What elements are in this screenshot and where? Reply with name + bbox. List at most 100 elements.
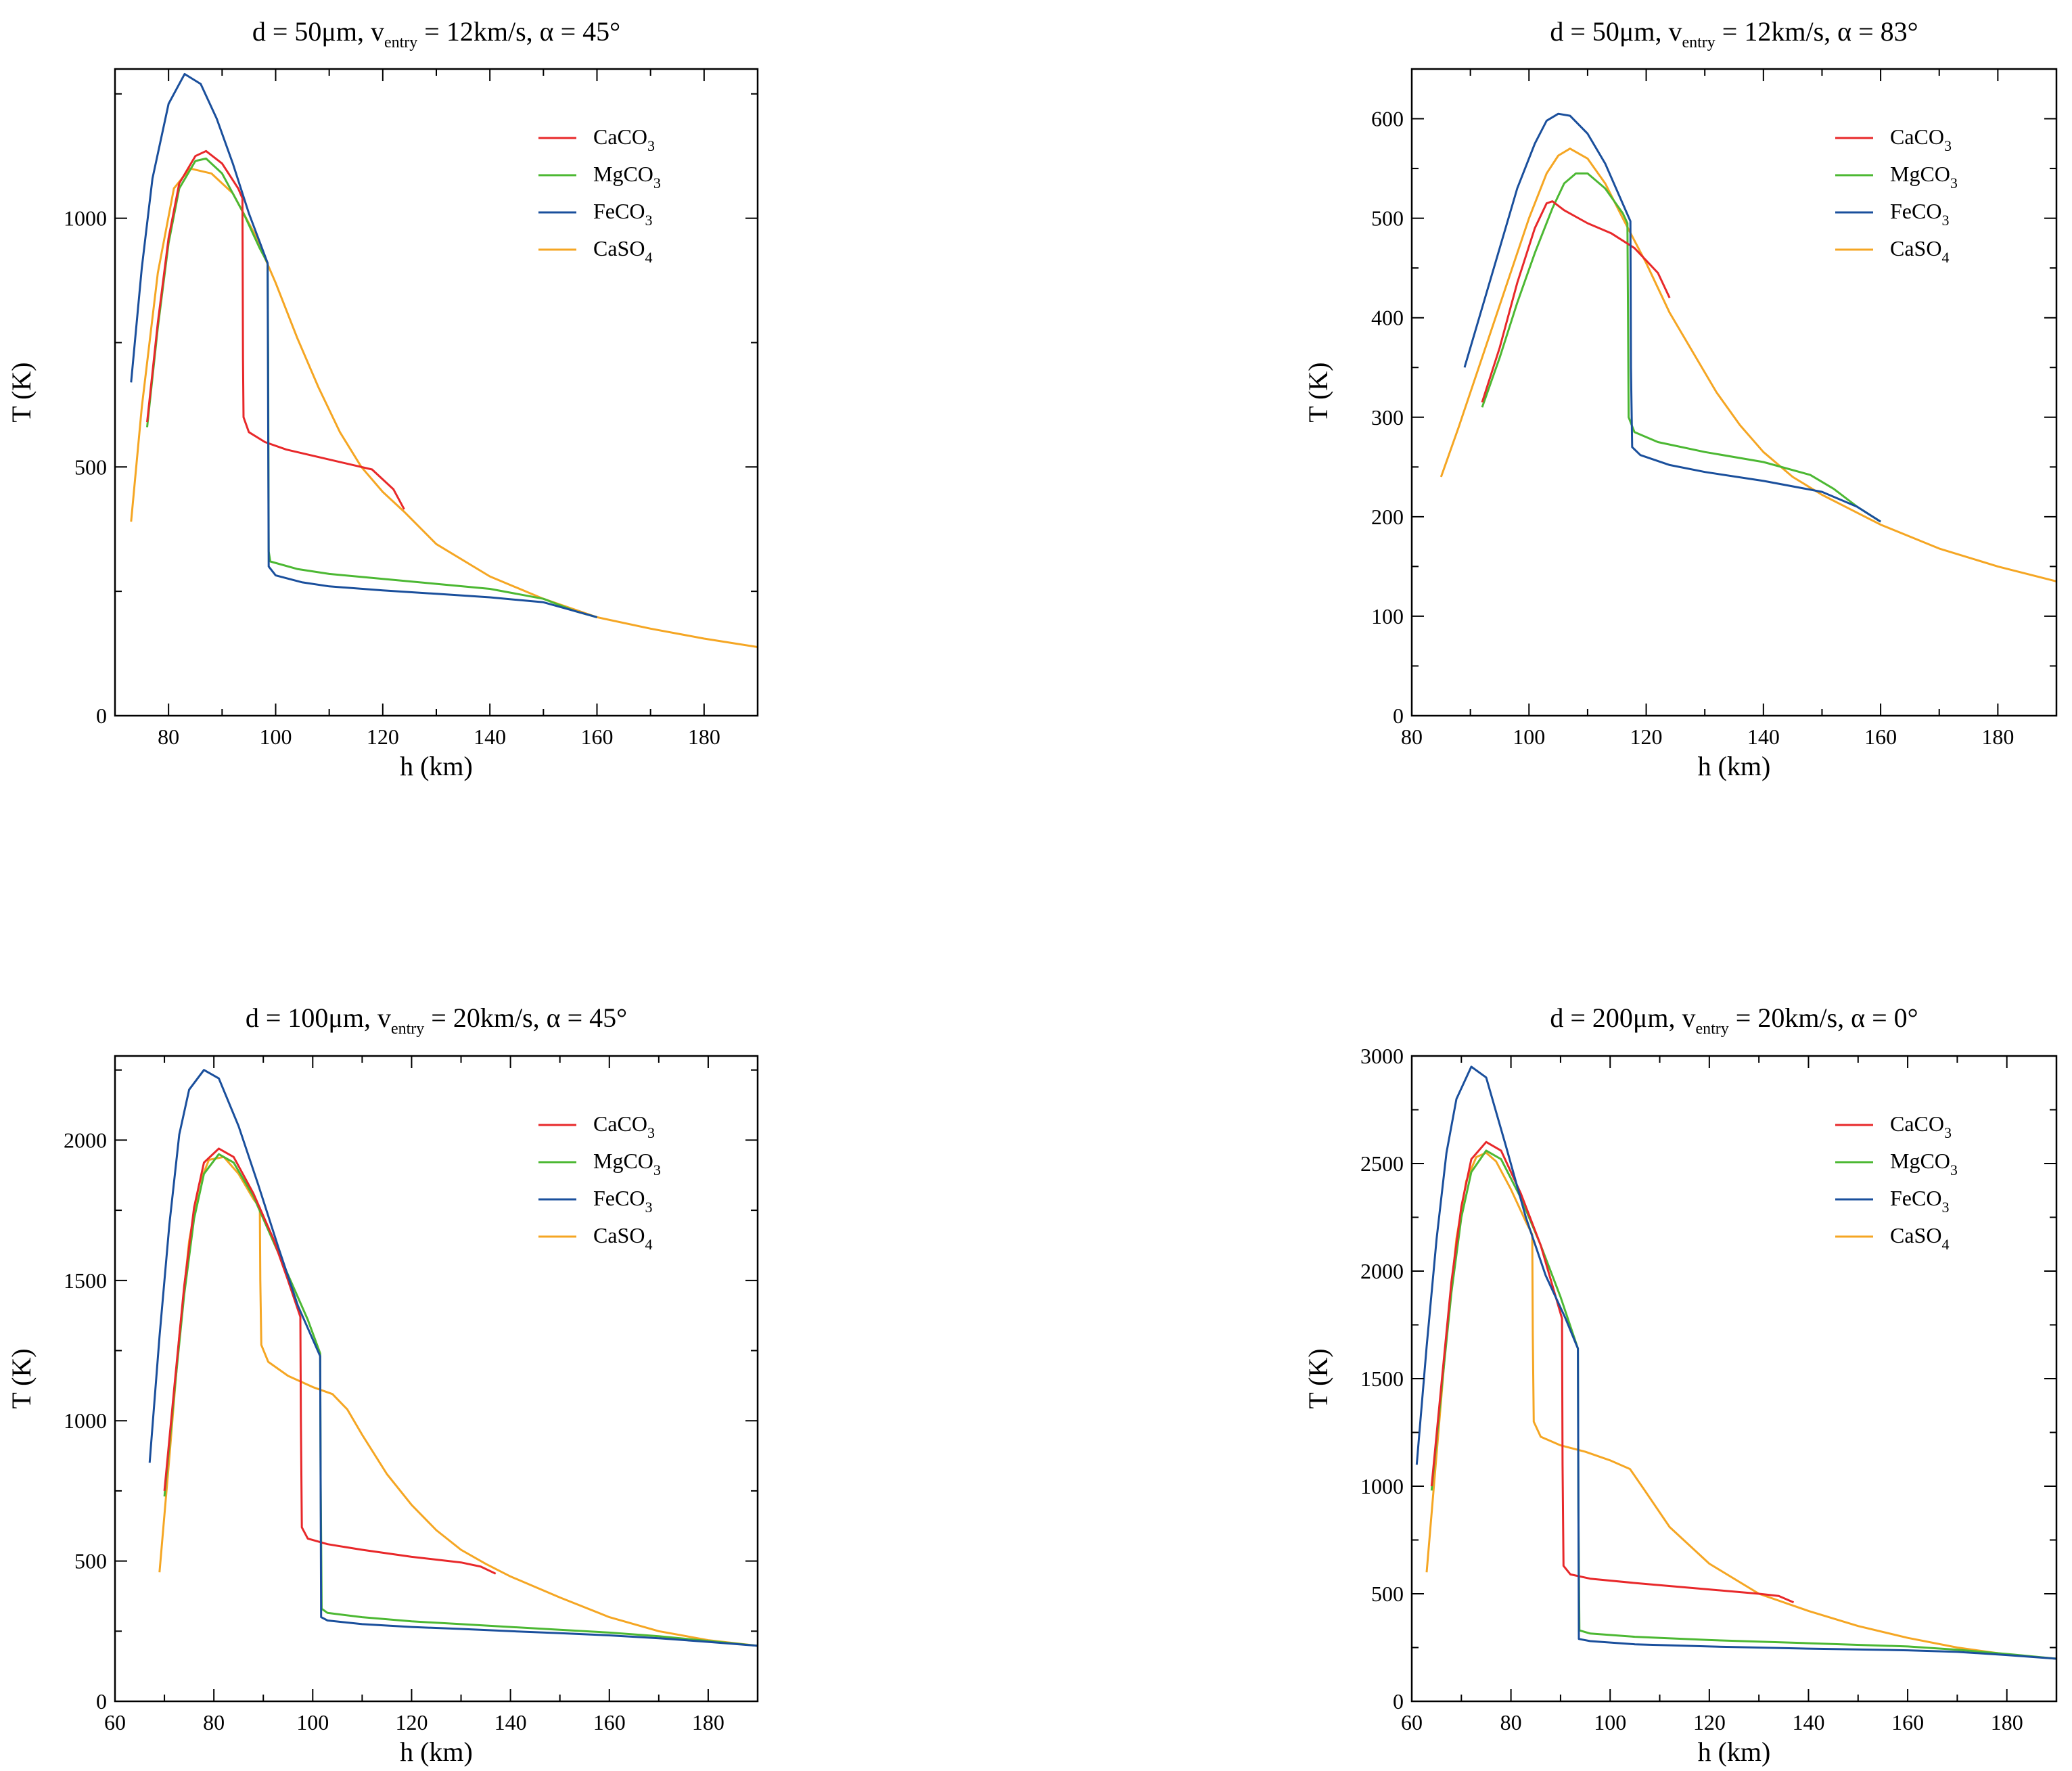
legend-label-CaSO4: CaSO4 [1890,1223,1949,1253]
series-line-CaCO3 [1430,1141,1795,1604]
legend-label-CaSO4: CaSO4 [1890,236,1949,266]
legend-label-MgCO3: MgCO3 [593,1149,661,1178]
x-tick-label: 160 [1864,724,1897,749]
x-tick-label: 60 [1401,1710,1423,1734]
y-tick-label: 0 [1393,704,1404,728]
legend-label-FeCO3: FeCO3 [593,1186,652,1216]
x-axis-label: h (km) [400,1736,473,1767]
y-tick-label: 200 [1371,505,1404,529]
series-line-CaSO4 [1425,1151,2056,1660]
chart-title: d = 50μm, ventry = 12km/s, α = 83° [1550,16,1918,51]
series-group [148,1069,758,1647]
series-line-FeCO3 [130,72,597,618]
legend-label-FeCO3: FeCO3 [1890,199,1949,229]
y-tick-label: 1000 [1360,1474,1404,1498]
series-line-CaSO4 [130,167,758,648]
y-tick-label: 100 [1371,604,1404,628]
series-line-FeCO3 [1463,112,1881,523]
series-line-MgCO3 [163,1153,758,1647]
x-tick-label: 120 [395,1710,428,1734]
series-group [1415,1065,2056,1660]
chart-panel-4: 60 80 100 120 140 160 180 0 500 1000 1500 2000 2500 3… [1303,1003,2058,1767]
series-group [130,72,758,648]
series-line-MgCO3 [1430,1149,2056,1660]
x-axis-label: h (km) [1698,751,1771,781]
x-tick-label: 140 [494,1710,527,1734]
y-tick-label: 500 [74,1549,107,1573]
series-group [1440,112,2056,582]
y-axis-label: T (K) [1303,362,1333,422]
y-tick-label: 1500 [64,1268,107,1293]
y-tick-label: 500 [74,455,107,479]
x-tick-label: 100 [1513,724,1545,749]
x-tick-label: 80 [1401,724,1423,749]
series-line-FeCO3 [1415,1065,2056,1660]
chart-panel-2: 80 100 120 140 160 180 0 100 200 300 400 500 600 h (k… [1303,16,2058,781]
x-tick-label: 180 [1991,1710,2023,1734]
series-line-MgCO3 [146,157,597,618]
x-tick-label: 180 [1981,724,2014,749]
x-tick-label: 160 [581,724,614,749]
chart-title: d = 100μm, ventry = 20km/s, α = 45° [246,1003,627,1038]
legend-label-FeCO3: FeCO3 [593,199,652,229]
x-tick-label: 100 [260,724,292,749]
y-tick-label: 500 [1371,206,1404,231]
series-line-CaCO3 [163,1147,497,1575]
series-line-FeCO3 [148,1069,758,1647]
chart-panel-3: 60 80 100 120 140 160 180 0 500 1000 1500 2000 h (km… [6,1003,759,1767]
legend-label-MgCO3: MgCO3 [1890,1149,1958,1178]
y-tick-label: 400 [1371,306,1404,330]
chart-panel-1: 80 100 120 140 160 180 0 500 1000 h (km) T (K) d = … [6,16,759,781]
series-line-CaCO3 [146,150,405,510]
legend-label-MgCO3: MgCO3 [1890,162,1958,191]
y-tick-label: 1000 [64,1408,107,1433]
legend-label-MgCO3: MgCO3 [593,162,661,191]
plot-frame [1410,68,2058,717]
x-tick-label: 100 [296,1710,329,1734]
legend: CaCO3 MgCO3 FeCO3 CaSO4 [538,1111,661,1253]
y-tick-label: 2000 [64,1128,107,1152]
y-tick-label: 0 [96,704,107,728]
x-tick-label: 180 [692,1710,724,1734]
series-line-CaSO4 [1440,147,2056,582]
x-axis-label: h (km) [400,751,473,781]
x-tick-label: 120 [1693,1710,1726,1734]
x-tick-label: 80 [203,1710,225,1734]
y-axis-label: T (K) [1303,1348,1333,1408]
x-tick-label: 100 [1594,1710,1626,1734]
x-tick-label: 140 [1747,724,1780,749]
y-tick-label: 2000 [1360,1259,1404,1283]
x-axis-label: h (km) [1698,1736,1771,1767]
x-tick-label: 160 [593,1710,626,1734]
legend: CaCO3 MgCO3 FeCO3 CaSO4 [538,124,661,266]
legend-label-FeCO3: FeCO3 [1890,1186,1949,1216]
legend-label-CaSO4: CaSO4 [593,1223,652,1253]
x-tick-label: 140 [474,724,506,749]
y-tick-label: 1000 [64,206,107,231]
y-tick-label: 0 [1393,1689,1404,1714]
legend-label-CaCO3: CaCO3 [593,1111,655,1141]
x-tick-label: 60 [104,1710,126,1734]
legend: CaCO3 MgCO3 FeCO3 CaSO4 [1835,124,1958,266]
legend-label-CaSO4: CaSO4 [593,236,652,266]
legend-label-CaCO3: CaCO3 [1890,124,1952,154]
x-tick-label: 80 [1500,1710,1522,1734]
y-tick-label: 500 [1371,1582,1404,1606]
y-tick-label: 2500 [1360,1151,1404,1176]
series-line-CaSO4 [158,1155,758,1647]
series-line-CaCO3 [1481,200,1671,403]
series-line-MgCO3 [1481,172,1881,523]
legend-label-CaCO3: CaCO3 [593,124,655,154]
y-tick-label: 0 [96,1689,107,1714]
x-tick-label: 120 [367,724,399,749]
x-tick-label: 160 [1891,1710,1924,1734]
y-tick-label: 1500 [1360,1366,1404,1391]
x-tick-label: 80 [158,724,179,749]
x-tick-label: 120 [1630,724,1663,749]
plot-frame [114,1055,759,1703]
y-axis-label: T (K) [6,362,37,422]
legend: CaCO3 MgCO3 FeCO3 CaSO4 [1835,1111,1958,1253]
x-tick-label: 140 [1792,1710,1824,1734]
y-tick-label: 3000 [1360,1044,1404,1068]
